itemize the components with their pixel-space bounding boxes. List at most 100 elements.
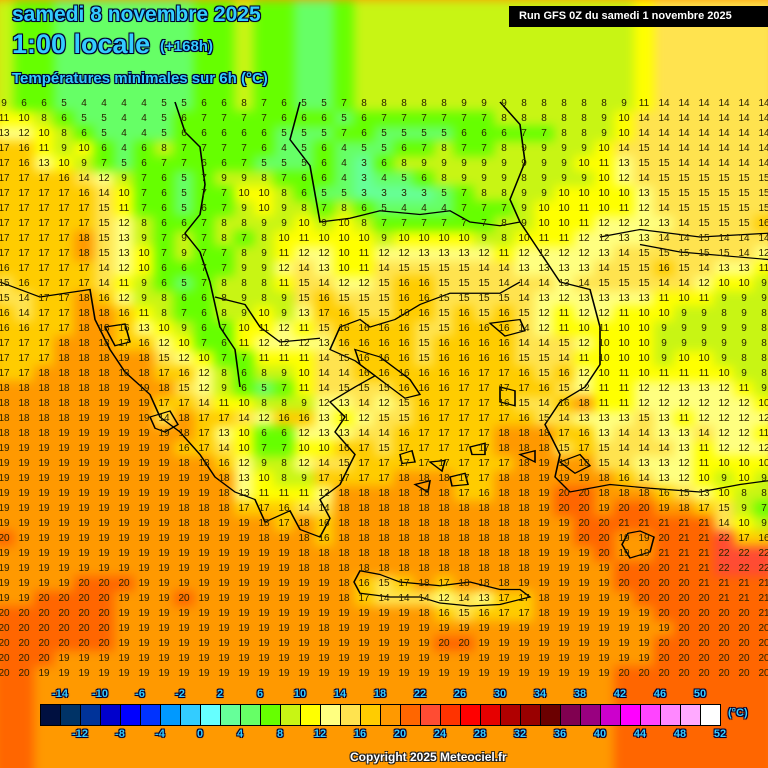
field-cell [294, 111, 315, 127]
grid-value: 10 [618, 187, 630, 199]
grid-value: 18 [478, 502, 490, 514]
grid-value: 7 [441, 217, 447, 229]
grid-value: 18 [518, 427, 530, 439]
grid-value: 19 [618, 547, 630, 559]
grid-value: 20 [638, 667, 650, 679]
grid-value: 19 [278, 547, 290, 559]
grid-value: 12 [298, 247, 310, 259]
grid-value: 9 [601, 127, 607, 139]
field-cell [54, 171, 75, 187]
grid-value: 20 [758, 637, 768, 649]
grid-value: 14 [638, 127, 650, 139]
grid-value: 21 [698, 532, 710, 544]
grid-value: 17 [378, 472, 390, 484]
grid-value: 6 [41, 97, 47, 109]
grid-value: 5 [101, 127, 107, 139]
grid-value: 13 [558, 277, 570, 289]
field-cell [0, 111, 15, 127]
legend-swatch [561, 705, 581, 725]
grid-value: 10 [578, 157, 590, 169]
grid-value: 19 [238, 577, 250, 589]
legend-swatch [121, 705, 141, 725]
grid-value: 17 [38, 352, 50, 364]
grid-value: 18 [198, 457, 210, 469]
grid-value: 19 [298, 637, 310, 649]
grid-value: 9 [761, 517, 767, 529]
grid-value: 5 [321, 127, 327, 139]
grid-value: 19 [338, 652, 350, 664]
grid-value: 12 [638, 202, 650, 214]
grid-value: 14 [618, 247, 630, 259]
grid-value: 21 [758, 607, 768, 619]
grid-value: 19 [158, 622, 170, 634]
grid-value: 18 [418, 532, 430, 544]
grid-value: 16 [478, 322, 490, 334]
field-cell [734, 0, 755, 112]
grid-value: 9 [541, 142, 547, 154]
field-cell [714, 0, 735, 112]
grid-value: 12 [518, 247, 530, 259]
grid-value: 19 [338, 667, 350, 679]
grid-value: 8 [221, 367, 227, 379]
grid-value: 8 [281, 457, 287, 469]
grid-value: 16 [58, 172, 70, 184]
grid-value: 5 [181, 172, 187, 184]
grid-value: 14 [738, 112, 750, 124]
grid-value: 7 [201, 247, 207, 259]
grid-value: 19 [38, 502, 50, 514]
grid-value: 17 [418, 442, 430, 454]
field-cell [554, 141, 575, 157]
grid-value: 8 [261, 277, 267, 289]
grid-value: 19 [398, 622, 410, 634]
grid-value: 7 [341, 127, 347, 139]
grid-value: 18 [378, 562, 390, 574]
grid-value: 13 [318, 427, 330, 439]
field-cell [714, 186, 735, 202]
grid-value: 18 [38, 412, 50, 424]
grid-value: 12 [578, 382, 590, 394]
grid-value: 13 [618, 292, 630, 304]
grid-value: 12 [618, 217, 630, 229]
field-cell [374, 141, 395, 157]
grid-value: 20 [0, 622, 10, 634]
field-cell [114, 186, 135, 202]
grid-value: 6 [281, 427, 287, 439]
grid-value: 6 [201, 307, 207, 319]
field-cell [434, 126, 455, 142]
grid-value: 19 [218, 637, 230, 649]
grid-value: 21 [738, 592, 750, 604]
field-cell [394, 126, 415, 142]
grid-value: 21 [718, 577, 730, 589]
grid-value: 16 [498, 352, 510, 364]
grid-value: 18 [118, 367, 130, 379]
field-cell [374, 186, 395, 202]
grid-value: 14 [738, 97, 750, 109]
field-cell [134, 171, 155, 187]
grid-value: 20 [718, 607, 730, 619]
grid-value: 10 [338, 217, 350, 229]
grid-value: 14 [638, 112, 650, 124]
grid-value: 20 [98, 637, 110, 649]
grid-value: 14 [698, 97, 710, 109]
grid-value: 13 [618, 412, 630, 424]
grid-value: 17 [0, 187, 10, 199]
grid-value: 17 [318, 472, 330, 484]
field-cell [14, 141, 35, 157]
grid-value: 19 [258, 577, 270, 589]
grid-value: 19 [278, 637, 290, 649]
grid-value: 4 [401, 202, 407, 214]
grid-value: 11 [598, 322, 610, 334]
copyright: Copyright 2025 Meteociel.fr [350, 750, 507, 764]
legend-swatch [401, 705, 421, 725]
field-cell [354, 156, 375, 172]
field-cell [274, 171, 295, 187]
grid-value: 19 [58, 532, 70, 544]
grid-value: 14 [658, 202, 670, 214]
grid-value: 17 [418, 457, 430, 469]
grid-value: 19 [598, 502, 610, 514]
grid-value: 19 [498, 667, 510, 679]
grid-value: 19 [118, 667, 130, 679]
grid-value: 15 [738, 187, 750, 199]
field-cell [174, 201, 195, 217]
field-cell [54, 0, 75, 112]
